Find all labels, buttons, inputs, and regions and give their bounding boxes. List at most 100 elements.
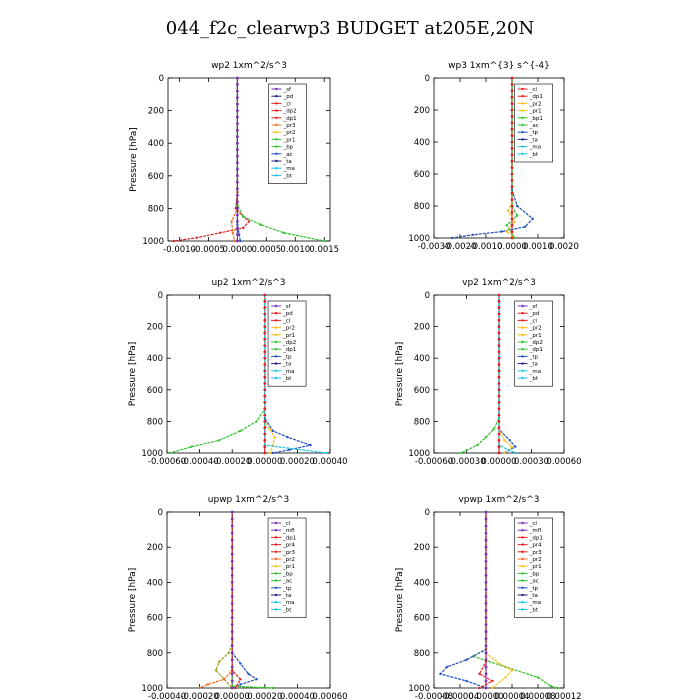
legend-label: _ac bbox=[282, 579, 292, 585]
zero-marker bbox=[263, 432, 267, 436]
legend-label: _pr1 bbox=[282, 333, 295, 339]
zero-marker bbox=[263, 293, 267, 297]
data-point bbox=[239, 239, 242, 243]
data-point bbox=[439, 672, 442, 676]
legend-marker bbox=[521, 116, 524, 120]
panel-4: vp2 1xm^2/s^3 Pressure [hPa] 0 200 400 600 800… bbox=[395, 278, 582, 467]
data-point bbox=[523, 225, 527, 228]
zero-marker bbox=[497, 432, 501, 436]
data-point bbox=[549, 685, 553, 688]
x-tick-label: -0.00040 bbox=[148, 692, 186, 700]
legend-label: _pr1 bbox=[529, 333, 542, 339]
data-point bbox=[508, 439, 511, 442]
zero-marker bbox=[230, 672, 234, 676]
legend-box bbox=[514, 83, 553, 163]
data-point bbox=[478, 686, 481, 690]
legend-label: _pr2 bbox=[529, 326, 542, 332]
zero-marker bbox=[510, 140, 514, 144]
zero-marker bbox=[497, 420, 501, 423]
legend-label: _pr2 bbox=[282, 557, 295, 563]
legend-marker bbox=[274, 326, 278, 329]
zero-marker bbox=[497, 318, 501, 322]
legend-label: _dp1 bbox=[529, 347, 543, 353]
zero-marker bbox=[497, 426, 501, 430]
y-tick-label: 600 bbox=[147, 614, 163, 624]
data-point bbox=[236, 223, 239, 226]
legend-label: _ma bbox=[529, 145, 541, 151]
zero-marker bbox=[236, 233, 239, 236]
legend-marker bbox=[521, 572, 524, 575]
legend-marker bbox=[521, 376, 524, 380]
data-point bbox=[230, 220, 233, 223]
legend-label: _cl bbox=[529, 521, 538, 527]
legend-label: _pr4 bbox=[282, 543, 296, 549]
zero-marker bbox=[510, 134, 514, 138]
legend-marker bbox=[521, 355, 524, 358]
y-tick-label: 0 bbox=[425, 74, 430, 84]
legend-marker bbox=[274, 362, 278, 365]
legend-label: _ac bbox=[529, 123, 539, 129]
data-point bbox=[491, 679, 494, 683]
zero-marker bbox=[497, 331, 501, 335]
zero-marker bbox=[236, 213, 239, 217]
legend-marker bbox=[521, 579, 524, 582]
data-point bbox=[465, 658, 468, 661]
panel-5: upwp 1xm^2/s^3 Pressure [hPa] 0 200 400 600 80… bbox=[128, 495, 348, 700]
data-point bbox=[323, 239, 326, 243]
legend-marker bbox=[275, 167, 278, 170]
zero-marker bbox=[484, 531, 488, 535]
y-tick-label: 800 bbox=[147, 417, 163, 427]
legend-label: _ma bbox=[529, 600, 541, 606]
data-point bbox=[239, 662, 242, 665]
zero-marker bbox=[263, 369, 267, 373]
legend-label: _dp1 bbox=[529, 535, 543, 541]
zero-marker bbox=[263, 350, 267, 354]
data-point bbox=[516, 204, 519, 208]
legend-marker bbox=[521, 565, 524, 568]
zero-marker bbox=[497, 312, 501, 316]
y-tick-label: 200 bbox=[414, 106, 430, 116]
data-point bbox=[218, 439, 221, 442]
data-point bbox=[325, 451, 328, 455]
zero-marker bbox=[510, 108, 514, 112]
legend-marker bbox=[275, 131, 278, 134]
x-tick-label: 0.00000 bbox=[468, 692, 503, 700]
series-line bbox=[498, 295, 516, 454]
data-point bbox=[286, 436, 289, 439]
legend-marker bbox=[275, 116, 278, 120]
zero-marker bbox=[484, 538, 488, 542]
legend-label: _pr1 bbox=[282, 137, 295, 143]
y-tick-label: 1000 bbox=[408, 234, 430, 244]
zero-marker bbox=[230, 531, 234, 535]
x-tick-label: 0.0005 bbox=[251, 245, 281, 255]
y-tick-label: 1000 bbox=[408, 684, 430, 694]
x-tick-label: 0.00004 bbox=[494, 692, 529, 700]
data-point bbox=[510, 445, 514, 448]
zero-marker bbox=[497, 356, 501, 360]
data-point bbox=[259, 223, 262, 226]
zero-marker bbox=[510, 95, 514, 99]
zero-marker bbox=[236, 207, 239, 210]
legend-marker bbox=[521, 109, 524, 112]
legend-label: _dp2 bbox=[282, 340, 296, 346]
zero-marker bbox=[230, 651, 234, 655]
zero-marker bbox=[510, 127, 514, 131]
legend-box bbox=[267, 517, 307, 618]
panel-title: vp2 1xm^2/s^3 bbox=[462, 278, 536, 288]
zero-marker bbox=[484, 679, 488, 683]
zero-marker bbox=[230, 552, 234, 556]
zero-marker bbox=[484, 602, 488, 605]
zero-marker bbox=[510, 204, 514, 208]
data-point bbox=[503, 451, 506, 455]
zero-marker bbox=[230, 637, 234, 641]
data-point bbox=[505, 230, 508, 233]
data-point bbox=[465, 679, 468, 683]
zero-marker bbox=[236, 161, 239, 165]
legend-label: _bp bbox=[282, 145, 293, 151]
data-point bbox=[503, 439, 506, 442]
zero-marker bbox=[263, 306, 267, 309]
zero-marker bbox=[497, 388, 501, 392]
y-tick-label: 600 bbox=[414, 386, 430, 396]
x-tick-label: 0.00000 bbox=[247, 457, 282, 467]
